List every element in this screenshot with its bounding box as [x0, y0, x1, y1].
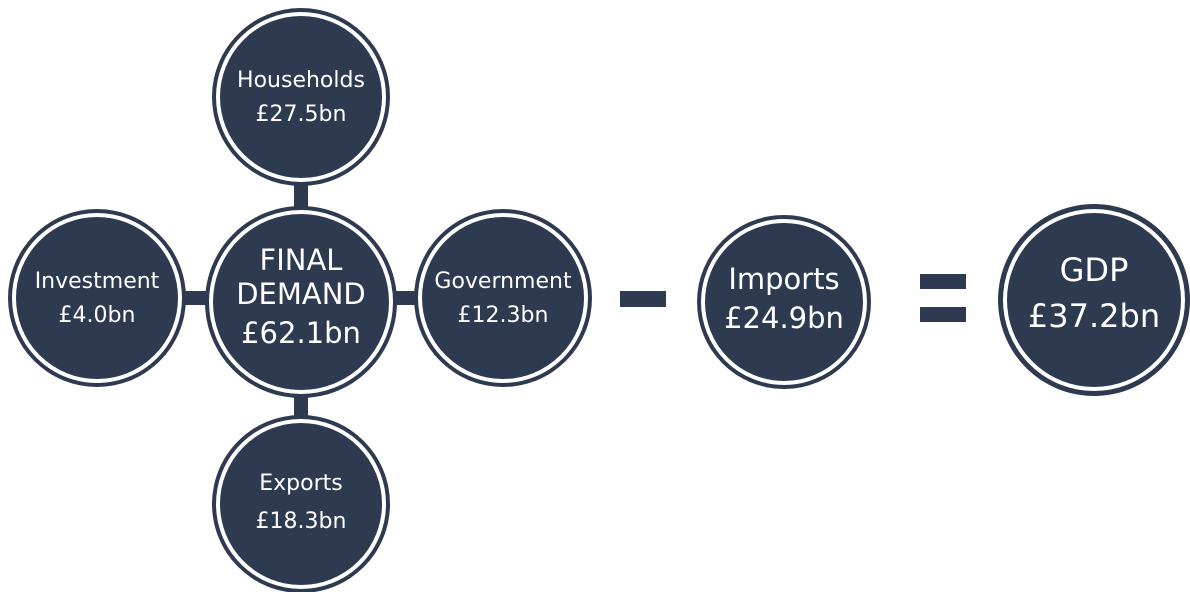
node-ring — [1003, 209, 1185, 391]
node-label: Government — [434, 269, 572, 294]
equals-sign — [920, 274, 966, 289]
node-circle — [414, 209, 592, 387]
node-label: FINAL — [260, 243, 343, 277]
node-value: £18.3bn — [256, 509, 347, 534]
node-value: £24.9bn — [724, 301, 844, 335]
node-label: Investment — [35, 269, 160, 294]
node-circle — [212, 415, 390, 592]
connector — [180, 291, 210, 305]
node-ring — [216, 419, 386, 589]
node-value: £62.1bn — [241, 316, 361, 350]
node-value: £37.2bn — [1028, 297, 1160, 335]
connector — [294, 178, 308, 214]
node-label: DEMAND — [236, 277, 366, 311]
node-ring — [701, 219, 867, 385]
node: FINAL DEMAND £62.1bn — [205, 206, 397, 398]
node-circle — [998, 204, 1190, 396]
node-value: £4.0bn — [59, 303, 136, 328]
node: GDP £37.2bn — [998, 204, 1190, 396]
node: Exports £18.3bn — [212, 415, 390, 592]
node: Imports £24.9bn — [697, 215, 871, 389]
node-value: £12.3bn — [458, 303, 549, 328]
node-circle — [697, 215, 871, 389]
node-circle — [212, 8, 390, 186]
node-label: Households — [237, 68, 365, 93]
node-ring — [209, 210, 393, 394]
node-value: £27.5bn — [256, 102, 347, 127]
node-ring — [418, 213, 588, 383]
node: Households £27.5bn — [212, 8, 390, 186]
node-circle — [205, 206, 397, 398]
node: Investment £4.0bn — [8, 209, 186, 387]
node-ring — [12, 213, 182, 383]
node: Government £12.3bn — [414, 209, 592, 387]
node-label: Imports — [728, 262, 839, 296]
node-circle — [8, 209, 186, 387]
node-ring — [216, 12, 386, 182]
minus-sign — [620, 291, 666, 307]
equals-sign — [920, 307, 966, 322]
node-label: GDP — [1060, 251, 1129, 289]
node-label: Exports — [259, 471, 342, 496]
